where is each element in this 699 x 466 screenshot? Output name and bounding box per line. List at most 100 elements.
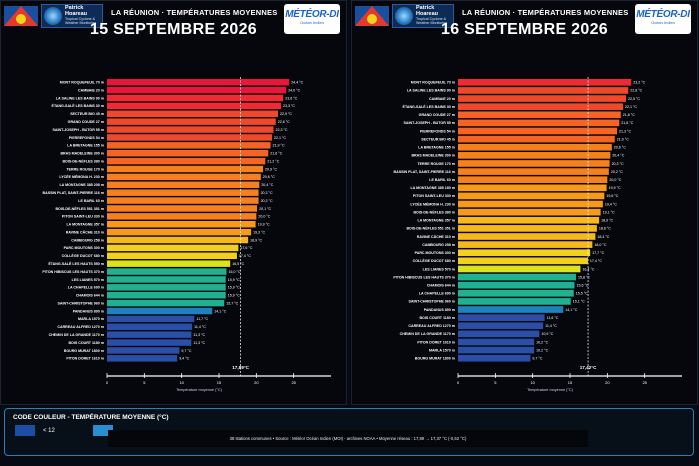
bar <box>107 205 258 212</box>
bar <box>458 354 531 362</box>
station-label: CARREAU ALFRED 1270 m <box>57 325 104 329</box>
panel-header: Patrick Hoareau Tropical Cyclone & Weath… <box>1 1 346 45</box>
bar <box>458 225 597 232</box>
data-label: 20,6 °C <box>263 175 275 179</box>
brand-name: Patrick Hoareau <box>416 5 439 18</box>
bar <box>107 157 266 165</box>
data-label: 15,8 °C <box>578 275 590 279</box>
station-label: PITON DORET 1610 m <box>66 357 104 361</box>
data-label: 21,6 °C <box>621 121 633 125</box>
station-label: PARC MOUTONS 300 m <box>64 246 104 250</box>
station-label: PITON HIBISCUS LES HAUTS 370 m <box>42 270 104 274</box>
bar <box>458 143 612 151</box>
data-label: 20,1 °C <box>259 207 271 211</box>
station-label: CAMBOURG 258 m <box>71 238 104 242</box>
brand-sub-1: Tropical Cyclone & <box>65 17 96 21</box>
station-label: BASSIN PLAT, SAINT-PIERRE 116 m <box>43 191 104 195</box>
station-label: BOIS COURT 1180 m <box>68 341 104 345</box>
bar <box>107 94 284 102</box>
brand-sub-1: Tropical Cyclone & <box>416 17 447 21</box>
station-label: LES LIANES 570 m <box>72 278 104 282</box>
tick-label: 10 <box>179 380 184 385</box>
legend-title: CODE COULEUR - TEMPÉRATURE MOYENNE (°C) <box>13 414 169 421</box>
bar <box>458 330 540 338</box>
bar <box>107 355 178 362</box>
data-label: 16,0 °C <box>228 270 240 274</box>
data-label: 17,4 °C <box>239 254 251 258</box>
data-label: 22,3 °C <box>276 128 288 132</box>
logo-sub: Océan Indien <box>300 20 324 25</box>
station-label: LE BARIL 60 m <box>78 199 104 203</box>
legend-swatch-blue <box>15 425 35 436</box>
data-label: 18,9 °C <box>601 219 613 223</box>
bar <box>107 347 180 354</box>
bar <box>458 273 576 281</box>
tick-label: 5 <box>494 380 497 385</box>
tick-label: 15 <box>568 380 573 385</box>
reunion-flag-icon <box>4 6 38 26</box>
data-label: 20,3 °C <box>612 162 624 166</box>
data-label: 11,4 °C <box>194 325 206 329</box>
bar <box>107 276 226 283</box>
tick-label: 5 <box>143 380 146 385</box>
station-label: MONT ROQUEFEUIL 70 m <box>60 81 104 85</box>
data-label: 18,6 °C <box>599 227 611 231</box>
data-label: 20,6 °C <box>614 146 626 150</box>
bar <box>107 331 192 338</box>
bar <box>107 134 273 141</box>
data-label: 21,9 °C <box>273 144 285 148</box>
station-label: BOURG MURAT 1800 m <box>415 357 455 361</box>
station-label: SAINT-CHRISTOPHE 960 m <box>409 300 455 304</box>
tick-label: 20 <box>254 380 259 385</box>
meteor-di-logo: MÉTÉOR-DI Océan Indien <box>635 4 691 34</box>
station-label: LES LIANES 570 m <box>423 267 455 271</box>
legend-label: < 12 <box>43 428 55 434</box>
station-label: MONT ROQUEFEUIL 70 m <box>411 81 455 85</box>
data-label: 17,6 °C <box>240 246 252 250</box>
data-label: 19,9 °C <box>609 186 621 190</box>
bar <box>107 110 278 118</box>
bar <box>458 298 571 305</box>
station-label: LA CHAPELLE 690 m <box>419 292 455 296</box>
station-label: CHAMOIS 644 m <box>427 283 455 287</box>
data-label: 11,6 °C <box>547 316 559 320</box>
data-label: 14,1 °C <box>214 309 226 313</box>
tick-label: 0 <box>457 380 460 385</box>
region-title: LA RÉUNION · TEMPÉRATURES MOYENNES <box>111 8 278 17</box>
tick-label: 25 <box>291 380 296 385</box>
data-label: 15,9 °C <box>228 286 240 290</box>
chart-panel-16-sept: Patrick Hoareau Tropical Cyclone & Weath… <box>351 0 698 405</box>
station-label: BOIS COURT 1180 m <box>419 316 455 320</box>
station-label: SECTEUR BIO 45 m <box>70 112 104 116</box>
bar <box>458 208 601 216</box>
station-label: COLLÈGE DUCOT 680 m <box>62 253 104 258</box>
station-label: PIERREFONDS 54 m <box>69 136 104 140</box>
brand-name: Patrick Hoareau <box>65 5 88 18</box>
data-label: 10,2 °C <box>536 340 548 344</box>
data-label: 19,4 °C <box>605 202 617 206</box>
data-label: 18,4 °C <box>597 235 609 239</box>
bar <box>107 315 195 323</box>
brand-logo: Patrick Hoareau Tropical Cyclone & Weath… <box>41 4 103 28</box>
data-label: 15,9 °C <box>228 278 240 282</box>
data-label: 11,4 °C <box>545 324 557 328</box>
data-label: 20,3 °C <box>261 199 273 203</box>
data-label: 24,4 °C <box>291 81 303 85</box>
logo-sub: Océan Indien <box>651 20 675 25</box>
station-label: MARLA 1570 m <box>78 317 104 321</box>
station-label: LA SALINE LES BAINS 90 m <box>407 89 455 93</box>
data-label: 11,3 °C <box>193 333 205 337</box>
data-label: 10,2 °C <box>536 348 548 352</box>
station-label: MARLA 1570 m <box>429 348 455 352</box>
station-label: CHAMOIS 644 m <box>76 294 104 298</box>
station-label: CHEMIN DE LA GRANDE 1170 m <box>49 333 104 337</box>
station-label: BOIS-DE-NÈFLES 551 351 m <box>406 226 455 231</box>
station-label: BRAS MADELEINE 300 m <box>60 152 104 156</box>
chart-title: 16 SEPTEMBRE 2026 <box>441 21 608 38</box>
station-label: PANDANUS 890 m <box>73 309 104 313</box>
bar <box>107 189 259 196</box>
station-label: ÉTANG-SALÉ LES BAINS 30 m <box>52 103 104 108</box>
station-label: LA MONTAGNE 385 180 m <box>410 186 455 190</box>
data-label: 23,2 °C <box>633 81 645 85</box>
data-label: 21,2 °C <box>267 159 279 163</box>
